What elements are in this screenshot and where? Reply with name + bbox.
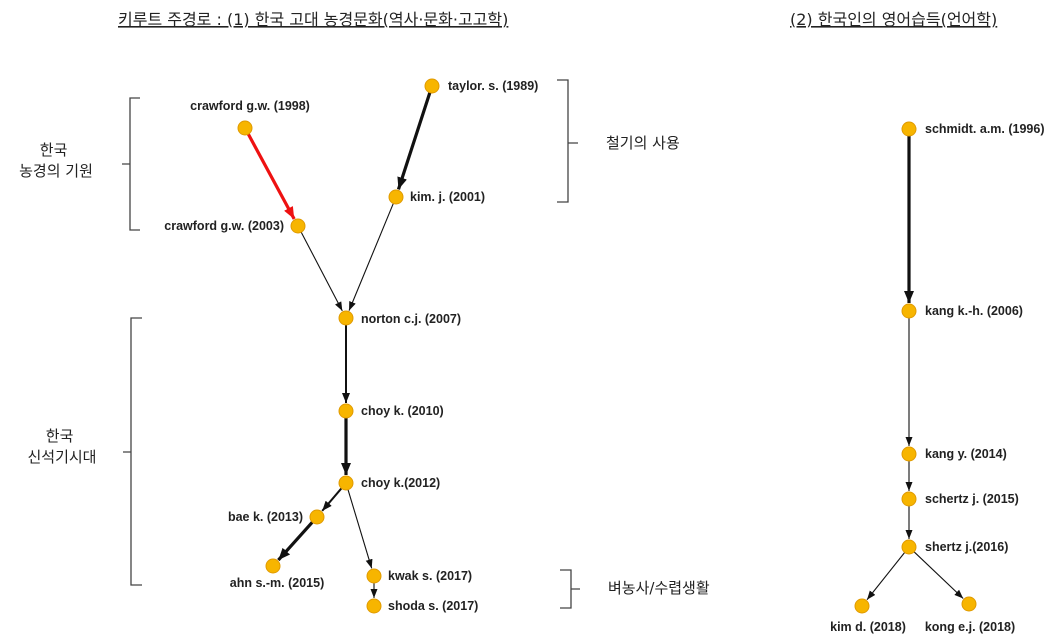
bracket-iron — [557, 79, 578, 203]
node-dot — [424, 78, 440, 94]
node-label: bae k. (2013) — [228, 510, 303, 524]
group-label-origin: 한국 농경의 기원 — [19, 141, 93, 180]
right-title: (2) 한국인의 영어습득(언어학) — [790, 10, 997, 29]
node-label: kang k.-h. (2006) — [925, 304, 1023, 318]
node-dot — [366, 598, 382, 614]
node-n4: kim. j. (2001) — [388, 189, 485, 205]
node-dot — [237, 120, 253, 136]
edge-n7-n8 — [321, 487, 343, 512]
node-n7: choy k.(2012) — [338, 475, 440, 491]
node-m2: kang k.-h. (2006) — [901, 303, 1023, 319]
node-label: norton c.j. (2007) — [361, 312, 461, 326]
node-n11: shoda s. (2017) — [366, 598, 478, 614]
node-label: taylor. s. (1989) — [448, 79, 538, 93]
group-label-iron: 철기의 사용 — [606, 134, 680, 152]
node-n3: taylor. s. (1989) — [424, 78, 538, 94]
node-label: kim d. (2018) — [830, 620, 906, 634]
node-label: crawford g.w. (1998) — [190, 99, 310, 113]
node-m1: schmidt. a.m. (1996) — [901, 121, 1045, 137]
node-n6: choy k. (2010) — [338, 403, 444, 419]
node-label: schertz j. (2015) — [925, 492, 1019, 506]
node-dot — [901, 303, 917, 319]
node-dot — [338, 310, 354, 326]
node-dot — [338, 403, 354, 419]
edge-m5-m7 — [913, 551, 964, 599]
edge-n1-n2 — [246, 133, 296, 220]
node-dot — [901, 539, 917, 555]
node-n9: ahn s.-m. (2015) — [230, 558, 324, 590]
edge-n4-n5 — [348, 203, 394, 311]
node-m7: kong e.j. (2018) — [925, 596, 1015, 634]
node-label: kim. j. (2001) — [410, 190, 485, 204]
node-dot — [265, 558, 281, 574]
left-title: 키루트 주경로 : (1) 한국 고대 농경문화(역사·문화·고고학) — [118, 10, 508, 29]
node-label: shertz j.(2016) — [925, 540, 1008, 554]
node-dot — [901, 121, 917, 137]
node-label: ahn s.-m. (2015) — [230, 576, 324, 590]
node-m5: shertz j.(2016) — [901, 539, 1008, 555]
group-label-rice: 벼농사/수렵생활 — [608, 579, 710, 597]
node-m4: schertz j. (2015) — [901, 491, 1019, 507]
node-label: kong e.j. (2018) — [925, 620, 1015, 634]
node-n8: bae k. (2013) — [228, 509, 325, 525]
node-label: choy k.(2012) — [361, 476, 440, 490]
node-m6: kim d. (2018) — [830, 598, 906, 634]
node-dot — [901, 446, 917, 462]
nodes-layer: crawford g.w. (1998) crawford g.w. (2003)… — [164, 78, 1045, 634]
bracket-rice — [560, 569, 580, 609]
edge-n7-n10 — [347, 489, 373, 569]
node-m3: kang y. (2014) — [901, 446, 1007, 462]
edge-n3-n4 — [396, 92, 432, 190]
node-dot — [854, 598, 870, 614]
node-n5: norton c.j. (2007) — [338, 310, 461, 326]
edge-n2-n5 — [300, 231, 343, 312]
node-dot — [338, 475, 354, 491]
node-n2: crawford g.w. (2003) — [164, 218, 306, 234]
node-label: kang y. (2014) — [925, 447, 1007, 461]
node-label: kwak s. (2017) — [388, 569, 472, 583]
group-label-neolithic: 한국 신석기시대 — [27, 427, 96, 466]
node-label: schmidt. a.m. (1996) — [925, 122, 1045, 136]
bracket-origin — [122, 97, 140, 231]
edge-n8-n9 — [277, 521, 314, 562]
node-dot — [366, 568, 382, 584]
edges-layer — [246, 92, 964, 601]
node-label: shoda s. (2017) — [388, 599, 478, 613]
node-n10: kwak s. (2017) — [366, 568, 472, 584]
edge-m5-m6 — [866, 552, 906, 601]
node-dot — [309, 509, 325, 525]
node-dot — [290, 218, 306, 234]
node-label: crawford g.w. (2003) — [164, 219, 284, 233]
bracket-neolithic — [123, 317, 142, 586]
node-n1: crawford g.w. (1998) — [190, 99, 310, 136]
node-label: choy k. (2010) — [361, 404, 444, 418]
node-dot — [388, 189, 404, 205]
node-dot — [961, 596, 977, 612]
node-dot — [901, 491, 917, 507]
